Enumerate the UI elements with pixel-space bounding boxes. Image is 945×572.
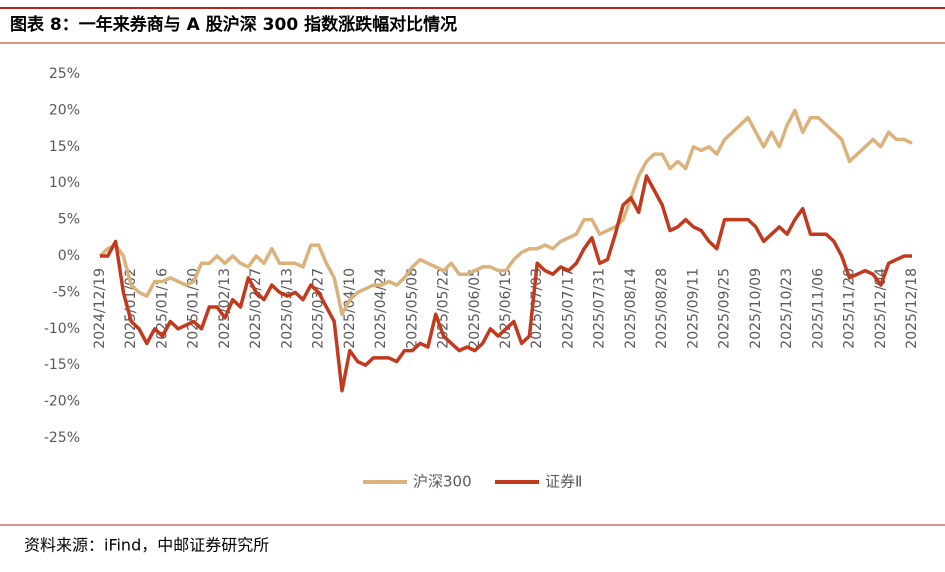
- y-tick-label: 0%: [58, 248, 80, 264]
- series-line: [98, 108, 913, 316]
- x-tick-label: 2025/04/10: [342, 268, 358, 349]
- source: 资料来源：iFind，中邮证券研究所: [24, 536, 269, 555]
- x-tick-label: 2025/07/17: [560, 268, 576, 349]
- x-tick-label: 2025/10/23: [779, 268, 795, 349]
- y-tick-label: -15%: [44, 357, 80, 373]
- x-tick-label: 2024/12/19: [92, 268, 108, 349]
- y-tick-label: -5%: [53, 284, 80, 300]
- x-tick-label: 2025/02/13: [217, 268, 233, 349]
- x-tick-label: 2025/08/14: [623, 268, 639, 349]
- x-tick-label: 2025/04/24: [373, 268, 389, 349]
- x-tick-label: 2025/12/04: [873, 268, 889, 349]
- x-tick-label: 2025/08/28: [654, 268, 670, 349]
- x-tick-label: 2025/10/09: [748, 268, 764, 349]
- y-tick-label: -10%: [44, 321, 80, 337]
- x-tick-label: 2025/11/20: [842, 268, 858, 349]
- x-tick-label: 2025/11/06: [810, 268, 826, 349]
- y-tick-label: 5%: [58, 212, 80, 228]
- series-line: [100, 174, 912, 393]
- x-tick-label: 2025/01/30: [186, 268, 202, 349]
- y-tick-label: -25%: [44, 430, 80, 446]
- x-tick-label: 2025/09/25: [717, 268, 733, 349]
- x-tick-label: 2025/05/08: [404, 268, 420, 349]
- y-tick-label: 20%: [49, 102, 80, 118]
- title: 图表 8：一年来券商与 A 股沪深 300 指数涨跌幅对比情况: [10, 14, 457, 35]
- x-tick-label: 2025/06/19: [498, 268, 514, 349]
- y-tick-label: 10%: [49, 175, 80, 191]
- legend-label: 证券Ⅱ: [545, 473, 582, 491]
- x-tick-label: 2025/07/31: [592, 268, 608, 349]
- x-tick-label: 2025/12/18: [904, 268, 920, 349]
- y-tick-label: 25%: [49, 66, 80, 82]
- x-tick-label: 2025/03/27: [311, 268, 327, 349]
- x-tick-label: 2025/06/05: [467, 268, 483, 349]
- y-tick-label: 15%: [49, 139, 80, 155]
- legend-label: 沪深300: [413, 473, 472, 491]
- x-tick-label: 2025/03/13: [279, 268, 295, 349]
- x-tick-label: 2025/09/11: [685, 268, 701, 349]
- y-tick-label: -20%: [44, 394, 80, 410]
